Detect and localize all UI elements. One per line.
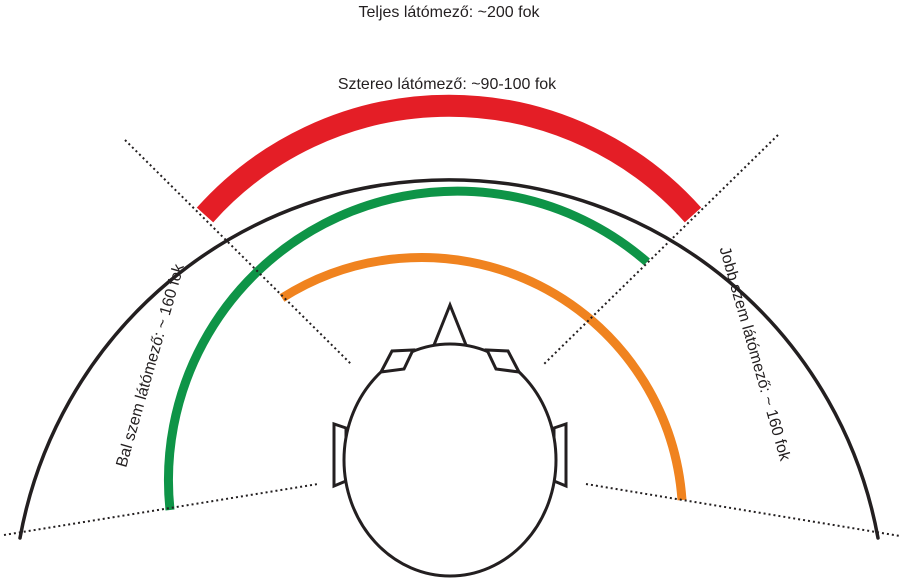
head-outline — [342, 342, 558, 578]
total-field-arc — [18, 178, 880, 540]
left-stereo-boundary — [124, 139, 353, 366]
nose-icon — [431, 300, 469, 347]
right-horizon-line — [585, 483, 900, 537]
left-eye-icon — [378, 348, 416, 374]
stereo-field-label: Sztereo látómező: ~90-100 fok — [338, 76, 557, 93]
total-field-label: Teljes látómező: ~200 fok — [359, 4, 541, 21]
left-horizon-line — [3, 483, 319, 536]
field-boundary-lines — [3, 134, 900, 537]
right-eye-icon — [484, 348, 522, 374]
left-eye-field-arc — [163, 186, 650, 511]
right-eye-field-arc — [279, 253, 687, 501]
stereo-field-arc — [196, 94, 702, 223]
head-icon — [332, 300, 568, 578]
right-eye-field-label: Jobb szem látómező: ~ 160 fok — [716, 245, 794, 464]
left-eye-field-label: Bal szem látómező: ~ 160 fok — [114, 261, 189, 469]
